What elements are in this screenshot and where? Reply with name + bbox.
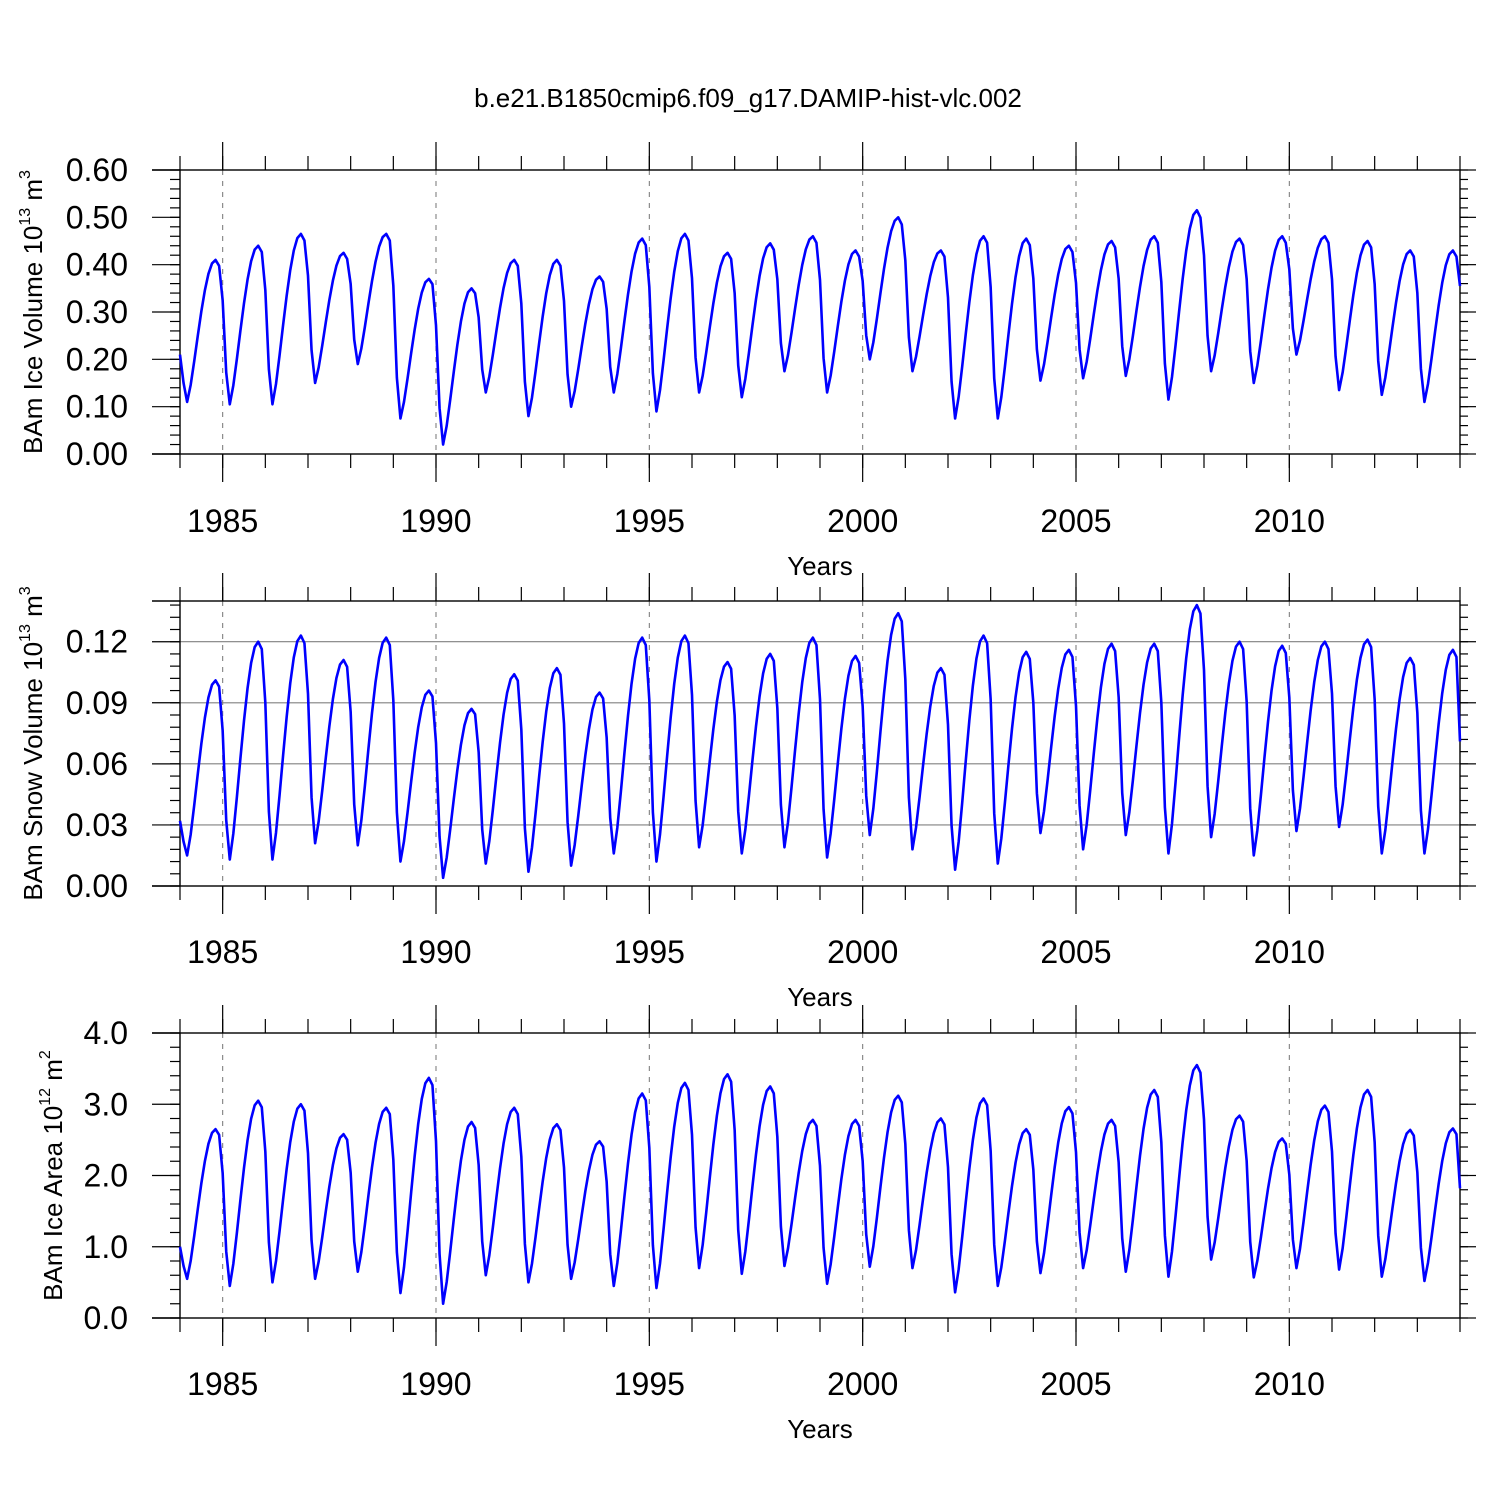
panel-3: 0.0 1.0 2.0 3.0 4.0 1985 1990 1995 2000 2005 2010 Y… [37, 1005, 1476, 1444]
x-tick-label: 1985 [187, 1366, 258, 1402]
x-tick-label: 2010 [1254, 1366, 1325, 1402]
y-tick-label: 0.50 [66, 199, 128, 235]
x-tick-label: 2005 [1040, 1366, 1111, 1402]
series-line-bam-snow-volume [178, 603, 1462, 880]
y-axis-title-exp: 13 [17, 208, 34, 226]
series-line-bam-ice-area [178, 1063, 1462, 1306]
y-axis-title-unit: m [38, 1059, 68, 1088]
x-tick-label: 2010 [1254, 503, 1325, 539]
x-tick-label: 2005 [1040, 503, 1111, 539]
y-axis-title-main: BAm Snow Volume 10 [18, 642, 48, 901]
y-axis-title-exp: 13 [17, 624, 34, 642]
y-tick-label: 0.00 [66, 868, 128, 904]
y-axis-title: BAm Snow Volume 1013 m3 [17, 586, 48, 900]
y-axis-title-main: BAm Ice Volume 10 [18, 226, 48, 454]
y-axis-title-unit: m [18, 595, 48, 624]
x-axis-title: Years [787, 1414, 853, 1444]
y-axis-title-unit: m [18, 179, 48, 208]
y-tick-label: 4.0 [84, 1015, 128, 1051]
y-tick-label: 0.0 [84, 1300, 128, 1336]
x-tick-label: 1990 [400, 1366, 471, 1402]
x-tick-label: 2005 [1040, 934, 1111, 970]
x-axis-title: Years [787, 551, 853, 581]
y-tick-label: 0.03 [66, 807, 128, 843]
plot-frame [179, 600, 1461, 887]
panel-2: 0.00 0.03 0.06 0.09 0.12 1985 1990 1995 2000 2005… [17, 573, 1476, 1012]
y-axis-title: BAm Ice Volume 1013 m3 [17, 170, 48, 454]
y-tick-label: 0.30 [66, 294, 128, 330]
x-tick-label: 2010 [1254, 934, 1325, 970]
y-axis-title: BAm Ice Area 1012 m2 [37, 1050, 68, 1301]
x-tick-label: 1995 [614, 934, 685, 970]
y-tick-label: 0.00 [66, 436, 128, 472]
y-tick-label: 0.60 [66, 152, 128, 188]
y-axis-title-exp: 12 [37, 1088, 54, 1106]
y-axis-title-unit-exp: 2 [37, 1050, 54, 1059]
y-tick-label: 2.0 [84, 1158, 128, 1194]
y-tick-label: 1.0 [84, 1229, 128, 1265]
panel-1: 0.00 0.10 0.20 0.30 0.40 0.50 0.60 1985 1990 1995… [17, 142, 1476, 581]
x-tick-label: 2000 [827, 1366, 898, 1402]
y-tick-label: 0.40 [66, 247, 128, 283]
y-axis-title-main: BAm Ice Area 10 [38, 1106, 68, 1301]
y-tick-label: 0.10 [66, 389, 128, 425]
chart-title: b.e21.B1850cmip6.f09_g17.DAMIP-hist-vlc.… [474, 83, 1022, 113]
x-tick-label: 1995 [614, 503, 685, 539]
x-tick-label: 1985 [187, 934, 258, 970]
y-tick-label: 0.06 [66, 746, 128, 782]
y-tick-label: 0.20 [66, 341, 128, 377]
plot-frame [179, 169, 1461, 455]
x-tick-label: 1990 [400, 934, 471, 970]
x-axis-title: Years [787, 982, 853, 1012]
panels-group: 0.00 0.10 0.20 0.30 0.40 0.50 0.60 1985 1990 1995… [17, 142, 1476, 1444]
series-line-bam-ice-volume [178, 208, 1462, 446]
y-tick-label: 0.09 [66, 685, 128, 721]
y-tick-label: 3.0 [84, 1086, 128, 1122]
y-axis-title-unit-exp: 3 [17, 586, 34, 595]
x-tick-label: 1990 [400, 503, 471, 539]
x-tick-label: 2000 [827, 503, 898, 539]
x-tick-label: 2000 [827, 934, 898, 970]
x-tick-label: 1985 [187, 503, 258, 539]
x-tick-label: 1995 [614, 1366, 685, 1402]
y-axis-title-unit-exp: 3 [17, 170, 34, 179]
y-tick-label: 0.12 [66, 624, 128, 660]
